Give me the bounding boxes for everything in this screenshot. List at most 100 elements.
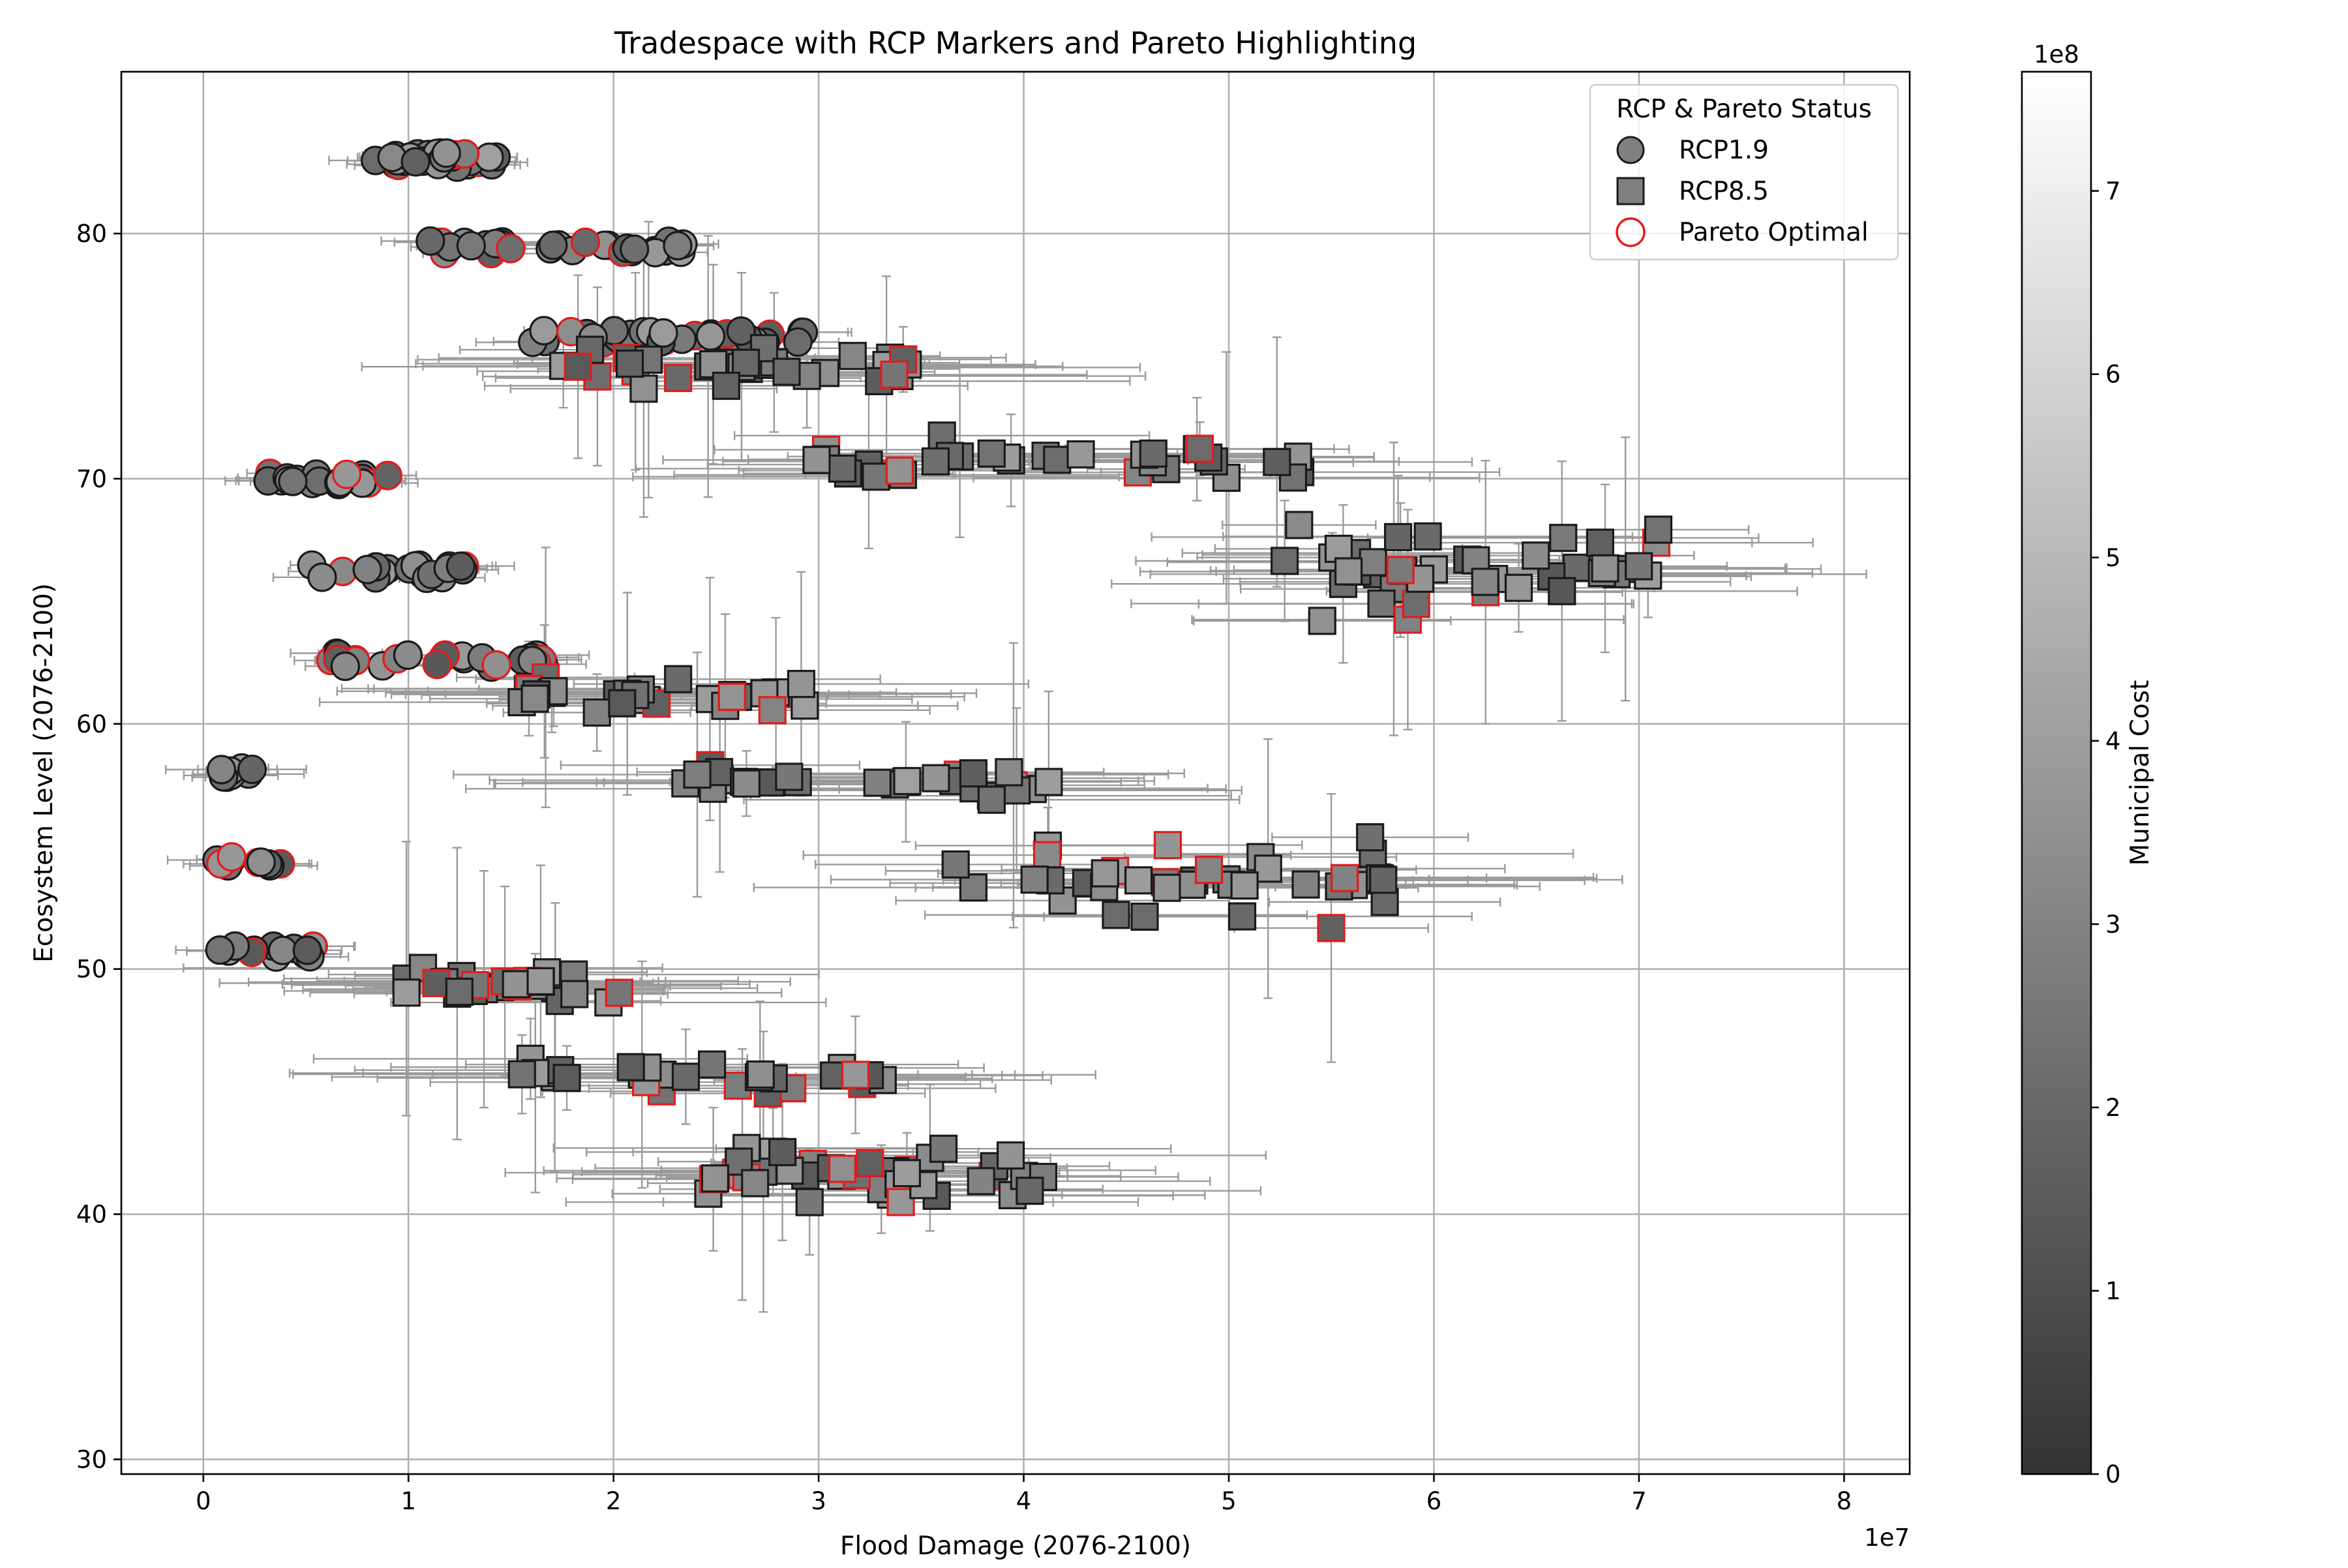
y-tick-label: 60 (76, 710, 107, 738)
rcp85-marker (959, 759, 988, 788)
colorbar-tick-label: 3 (2105, 911, 2121, 939)
rcp85-marker (1367, 589, 1396, 618)
rcp85-marker (1254, 854, 1282, 883)
rcp85-marker (811, 359, 840, 387)
rcp19-marker (205, 935, 235, 965)
rcp85-marker (768, 1138, 797, 1166)
rcp19-pareto-marker (481, 650, 511, 680)
colorbar-tick-label: 6 (2105, 361, 2121, 389)
axis-ticks: 0 1 2 3 4 5 6 7 8 30 40 50 60 70 80 (76, 220, 1852, 1515)
rcp85-marker (977, 785, 1006, 814)
colorbar-label: Municipal Cost (2126, 680, 2155, 866)
colorbar-gradient (2021, 70, 2092, 1475)
x-tick-label: 3 (811, 1487, 826, 1515)
rcp85-pareto-marker (564, 352, 592, 381)
rcp85-marker (683, 760, 712, 789)
rcp85-marker (1016, 1177, 1044, 1205)
y-tick-label: 50 (76, 956, 107, 984)
rcp85-marker (671, 1063, 700, 1091)
rcp85-marker (1291, 870, 1320, 899)
rcp85-marker (1548, 577, 1576, 605)
rcp85-marker (995, 758, 1023, 787)
rcp85-marker (1271, 547, 1299, 575)
rcp19-marker (330, 651, 360, 682)
rcp85-pareto-marker (717, 682, 746, 711)
rcp85-marker (959, 873, 988, 902)
y-tick-label: 80 (76, 220, 107, 248)
marker-layer (202, 138, 1673, 1216)
rcp19-marker (206, 755, 237, 785)
rcp19-marker (695, 321, 726, 351)
colorbar-ticks: 0 1 2 3 4 5 6 7 (2091, 177, 2121, 1488)
rcp85-marker (1263, 447, 1291, 476)
rcp85-marker (731, 348, 760, 377)
rcp85-marker (608, 689, 637, 717)
rcp85-marker (967, 1167, 995, 1196)
rcp85-pareto-marker (1317, 914, 1346, 942)
rcp85-marker (1413, 522, 1442, 551)
rcp19-marker (663, 231, 693, 261)
rcp85-marker (1102, 901, 1130, 929)
rcp19-marker (415, 226, 445, 256)
rcp85-pareto-marker (758, 696, 787, 725)
legend-label-rcp85: RCP8.5 (1679, 177, 1769, 206)
rcp19-marker (393, 640, 423, 670)
rcp85-pareto-marker (1386, 556, 1415, 584)
rcp19-marker (246, 847, 276, 877)
rcp19-marker (445, 551, 475, 581)
rcp19-pareto-marker (372, 460, 402, 490)
rcp85-marker (1034, 768, 1063, 796)
rcp85-marker (863, 768, 892, 797)
rcp85-marker (795, 1188, 824, 1216)
rcp85-marker (1625, 552, 1653, 580)
x-tick-label: 8 (1837, 1487, 1852, 1515)
rcp85-marker (1230, 871, 1259, 900)
rcp85-marker (712, 371, 740, 400)
x-tick-label: 5 (1221, 1487, 1237, 1515)
x-tick-label: 1 (400, 1487, 416, 1515)
rcp85-marker (664, 665, 693, 693)
rcp85-marker (1227, 902, 1257, 931)
rcp19-pareto-marker (496, 234, 526, 264)
rcp85-marker (582, 698, 611, 727)
rcp85-marker (615, 349, 644, 378)
legend-label-rcp19: RCP1.9 (1679, 136, 1769, 165)
y-axis-label: Ecosystem Level (2076-2100) (29, 583, 59, 963)
rcp85-pareto-marker (1402, 590, 1430, 618)
rcp85-pareto-marker (1032, 841, 1062, 869)
legend-label-pareto: Pareto Optimal (1679, 218, 1869, 247)
rcp85-marker (1308, 607, 1336, 635)
rcp85-marker (941, 850, 970, 879)
x-axis-label: Flood Damage (2076-2100) (840, 1531, 1191, 1561)
x-tick-label: 6 (1426, 1487, 1442, 1515)
rcp85-marker (616, 1053, 645, 1081)
rcp85-marker (629, 374, 658, 403)
rcp85-pareto-marker (856, 1149, 884, 1177)
legend-marker-pareto (1616, 217, 1646, 247)
y-tick-label: 70 (76, 465, 107, 493)
rcp85-marker (732, 769, 761, 798)
rcp85-marker (1384, 522, 1413, 552)
rcp85-pareto-marker (880, 360, 909, 389)
rcp85-marker (893, 766, 922, 796)
colorbar-multiplier: 1e8 (2034, 40, 2079, 68)
rcp85-marker (862, 462, 890, 491)
rcp85-marker (1359, 548, 1387, 577)
rcp85-pareto-marker (1331, 864, 1359, 892)
rcp85-marker (552, 1064, 581, 1093)
rcp85-marker (1504, 573, 1533, 602)
rcp85-marker (1356, 823, 1385, 852)
rcp19-marker (307, 562, 337, 592)
y-tick-label: 30 (76, 1445, 107, 1473)
rcp85-marker (1586, 528, 1614, 557)
rcp19-marker (352, 554, 382, 584)
rcp19-marker (456, 231, 486, 261)
rcp85-marker (392, 978, 421, 1007)
x-tick-label: 7 (1631, 1487, 1647, 1515)
rcp19-marker (278, 466, 308, 496)
rcp85-marker (560, 980, 589, 1008)
rcp19-marker (648, 318, 678, 348)
rcp19-marker (783, 327, 813, 357)
rcp19-marker (267, 935, 298, 965)
